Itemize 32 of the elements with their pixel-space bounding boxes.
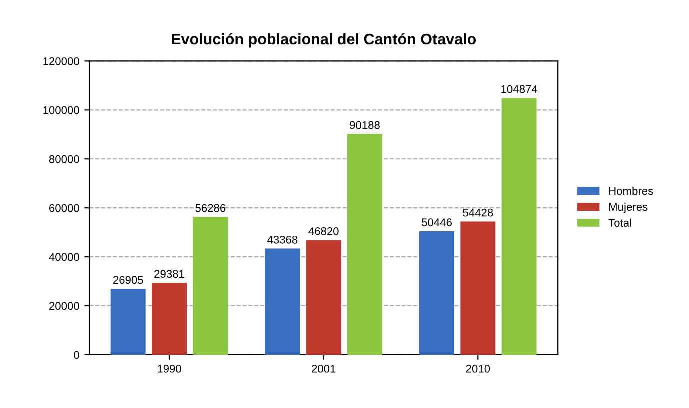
x-tick-label: 1990 [158,364,182,373]
bar [265,248,300,355]
legend-label: Mujeres [609,202,648,214]
data-label: 43368 [267,236,298,244]
y-tick-label: 100000 [44,106,80,114]
x-tick-label: 2001 [312,364,336,373]
legend-label: Hombres [609,186,654,196]
y-tick-label: 0 [74,351,80,360]
data-label: 90188 [350,121,380,130]
chart-title: Evolución poblacional del Cantón Otavalo [172,33,476,48]
bar [502,98,537,355]
y-tick-label: 20000 [50,302,80,310]
data-label: 56286 [196,204,226,212]
bar [110,289,146,355]
y-tick-label: 60000 [50,204,80,212]
bar [152,283,187,355]
data-label: 50446 [422,218,452,226]
bar [460,222,496,355]
data-label: 54428 [463,208,494,217]
legend-label: Total [608,218,632,227]
bar [306,240,342,355]
bar [347,134,382,355]
bar [420,231,454,355]
y-tick-label: 40000 [49,253,80,262]
data-label: 29381 [154,270,184,278]
x-tick-label: 2010 [466,364,490,373]
bar [193,217,228,355]
y-tick-label: 120000 [44,57,80,66]
y-tick-label: 80000 [49,155,80,164]
data-label: 46820 [308,228,339,236]
data-label: 104874 [502,85,538,94]
data-label: 26905 [113,276,144,284]
